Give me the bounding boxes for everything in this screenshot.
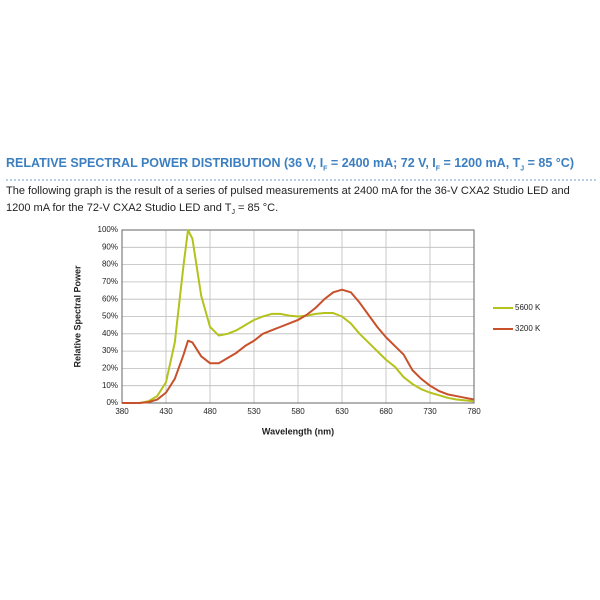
subscript: F [435,165,441,173]
x-tick-label: 730 [423,407,437,416]
text-run: = 1200 mA, T [440,156,521,170]
y-tick-label: 80% [102,260,118,269]
subscript: F [323,165,328,173]
y-tick-label: 10% [102,381,118,390]
y-tick-label: 70% [102,277,118,286]
series-line [122,229,475,404]
text-run: The following graph is the result of a s… [6,185,570,214]
x-tick-label: 480 [203,407,217,416]
y-tick-label: 100% [98,225,118,234]
series-line [122,288,475,404]
x-tick-label: 380 [115,407,129,416]
y-tick-label: 30% [102,346,118,355]
x-tick-label: 580 [291,407,305,416]
text-run: RELATIVE SPECTRAL POWER DISTRIBUTION (36… [6,156,324,170]
subscript: J [520,165,525,173]
x-tick-label: 680 [379,407,393,416]
x-tick-label: 530 [247,407,261,416]
text-run: = 85 °C. [234,202,279,214]
x-tick-label: 430 [159,407,173,416]
text-run: = 2400 mA; 72 V, I [327,156,436,170]
x-tick-label: 780 [467,407,481,416]
y-tick-label: 90% [102,242,118,251]
y-tick-label: 20% [102,364,118,373]
x-axis-label: Wavelength (nm) [262,426,334,436]
y-axis-label: Relative Spectral Power [72,265,82,368]
y-tick-label: 40% [102,329,118,338]
y-tick-label: 0% [106,398,118,407]
legend-label: 5600 K [515,303,541,312]
section-text: The following graph is the result of a s… [6,183,592,221]
y-tick-label: 60% [102,294,118,303]
subscript: J [231,209,235,217]
x-tick-label: 630 [335,407,349,416]
section-title: RELATIVE SPECTRAL POWER DISTRIBUTION (36… [6,156,596,181]
text-run: = 85 °C) [524,156,574,170]
plot-border [121,229,475,404]
legend-label: 3200 K [515,324,541,333]
y-tick-label: 50% [102,312,118,321]
